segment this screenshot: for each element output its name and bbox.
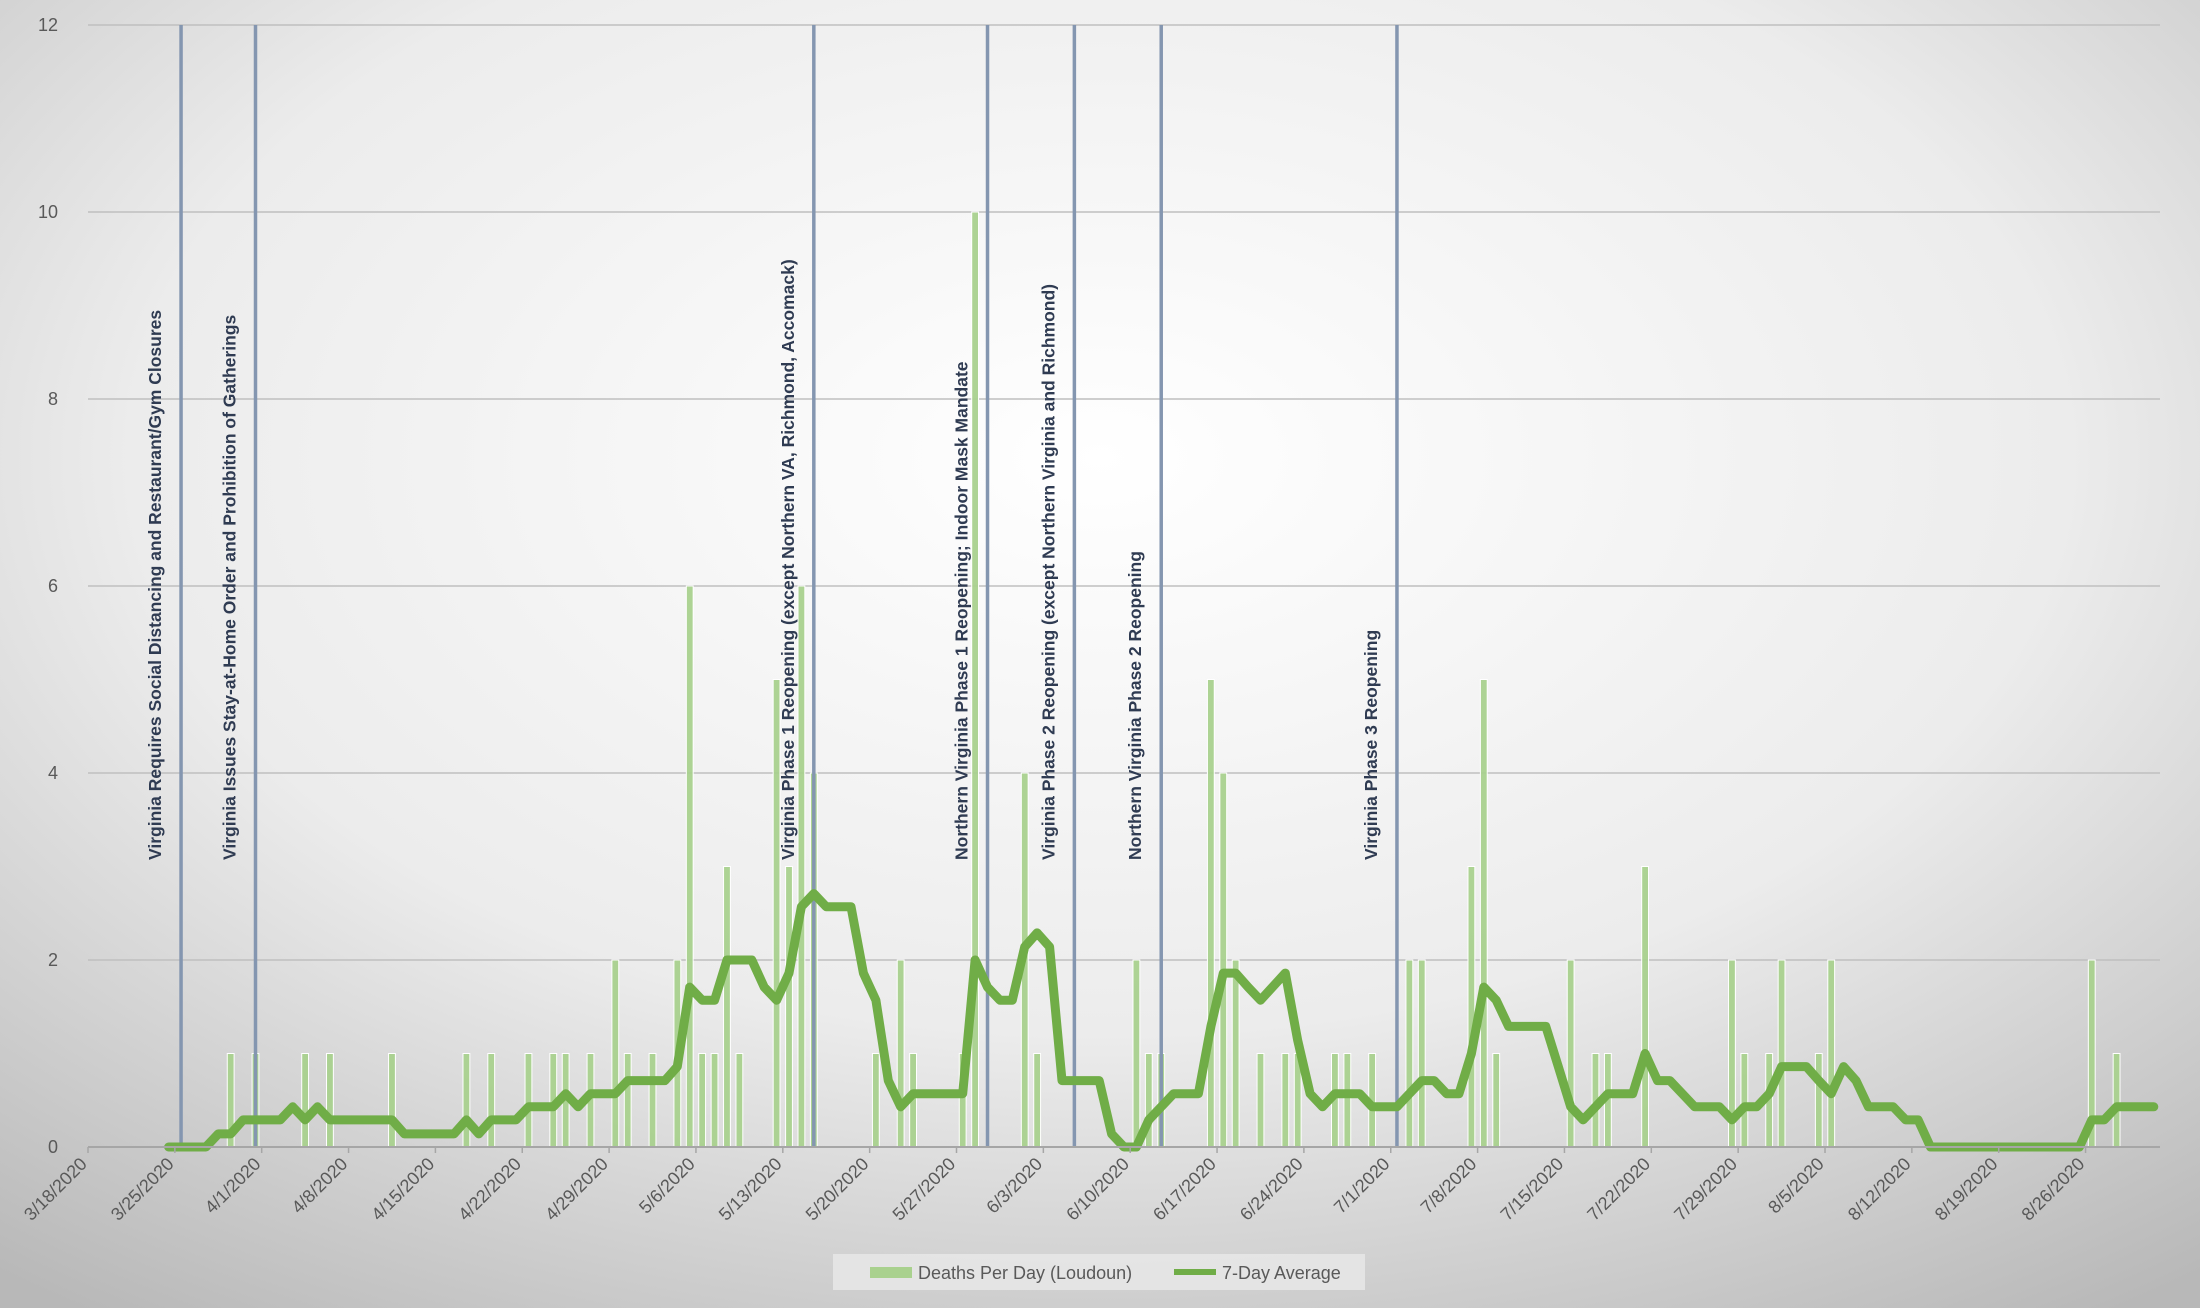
y-tick-label: 4 (48, 763, 58, 783)
bar-deaths-per-day (1827, 959, 1836, 1148)
event-label: Northern Virginia Phase 2 Reopening (1125, 551, 1145, 860)
bar-deaths-per-day (797, 585, 806, 1148)
bar-deaths-per-day (1132, 959, 1141, 1148)
bar-deaths-per-day (1740, 1053, 1749, 1148)
bar-deaths-per-day (1231, 959, 1240, 1148)
bar-deaths-per-day (1479, 679, 1488, 1148)
legend-swatch-bars[interactable] (870, 1267, 912, 1278)
y-tick-label: 10 (38, 202, 58, 222)
line-7-day-average (164, 889, 2159, 1152)
bar-deaths-per-day (1467, 866, 1476, 1148)
legend-box (833, 1254, 1365, 1290)
bar-deaths-per-day (2112, 1053, 2121, 1148)
bar-deaths-per-day (1281, 1053, 1290, 1148)
bar-deaths-per-day (1641, 866, 1650, 1148)
y-tick-label: 12 (38, 15, 58, 35)
y-tick-label: 0 (48, 1137, 58, 1157)
bar-deaths-per-day (735, 1053, 744, 1148)
bar-deaths-per-day (1566, 959, 1575, 1148)
bar-deaths-per-day (1777, 959, 1786, 1148)
event-label: Virginia Phase 1 Reopening (except North… (778, 259, 798, 860)
y-tick-label: 2 (48, 950, 58, 970)
event-label: Northern Virginia Phase 1 Reopening; Ind… (952, 361, 972, 860)
bar-deaths-per-day (648, 1053, 657, 1148)
gridlines (88, 24, 2160, 961)
y-tick-label: 6 (48, 576, 58, 596)
event-lines: Virginia Requires Social Distancing and … (145, 25, 1399, 1147)
bar-deaths-per-day (1256, 1053, 1265, 1148)
bar-deaths-per-day (1033, 1053, 1042, 1148)
bar-deaths-per-day (1814, 1053, 1823, 1148)
bar-deaths-per-day (487, 1053, 496, 1148)
bar-deaths-per-day (301, 1053, 310, 1148)
bar-deaths-per-day (1492, 1053, 1501, 1148)
bar-deaths-per-day (326, 1053, 334, 1148)
bar-deaths-per-day (1405, 959, 1414, 1148)
bar-deaths-per-day (723, 866, 731, 1148)
legend[interactable]: Deaths Per Day (Loudoun) 7-Day Average (833, 1254, 1365, 1290)
bar-deaths-per-day (1219, 772, 1228, 1148)
bar-deaths-per-day (611, 959, 620, 1148)
event-label: Virginia Requires Social Distancing and … (145, 310, 165, 860)
bar-deaths-per-day (388, 1053, 396, 1148)
y-tick-label: 8 (48, 389, 58, 409)
bar-deaths-per-day (785, 866, 793, 1148)
bar-deaths-per-day (462, 1053, 471, 1148)
legend-label-deaths[interactable]: Deaths Per Day (Loudoun) (918, 1263, 1132, 1283)
bar-deaths-per-day (623, 1053, 632, 1148)
legend-label-7-day-average[interactable]: 7-Day Average (1222, 1263, 1341, 1283)
event-label: Virginia Issues Stay-at-Home Order and P… (219, 315, 239, 860)
bar-deaths-per-day (685, 585, 694, 1148)
series-line-7-day-average (164, 889, 2159, 1152)
bar-deaths-per-day (871, 1053, 880, 1148)
bar-deaths-per-day (1417, 959, 1426, 1148)
event-label: Virginia Phase 3 Reopening (1361, 630, 1381, 860)
bar-deaths-per-day (524, 1053, 533, 1148)
bar-deaths-per-day (698, 1053, 707, 1148)
event-label: Virginia Phase 2 Reopening (except North… (1038, 284, 1058, 860)
bar-deaths-per-day (896, 959, 905, 1148)
bar-deaths-per-day (710, 1053, 719, 1148)
bar-deaths-per-day (1206, 679, 1215, 1148)
bar-deaths-per-day (1343, 1053, 1352, 1148)
